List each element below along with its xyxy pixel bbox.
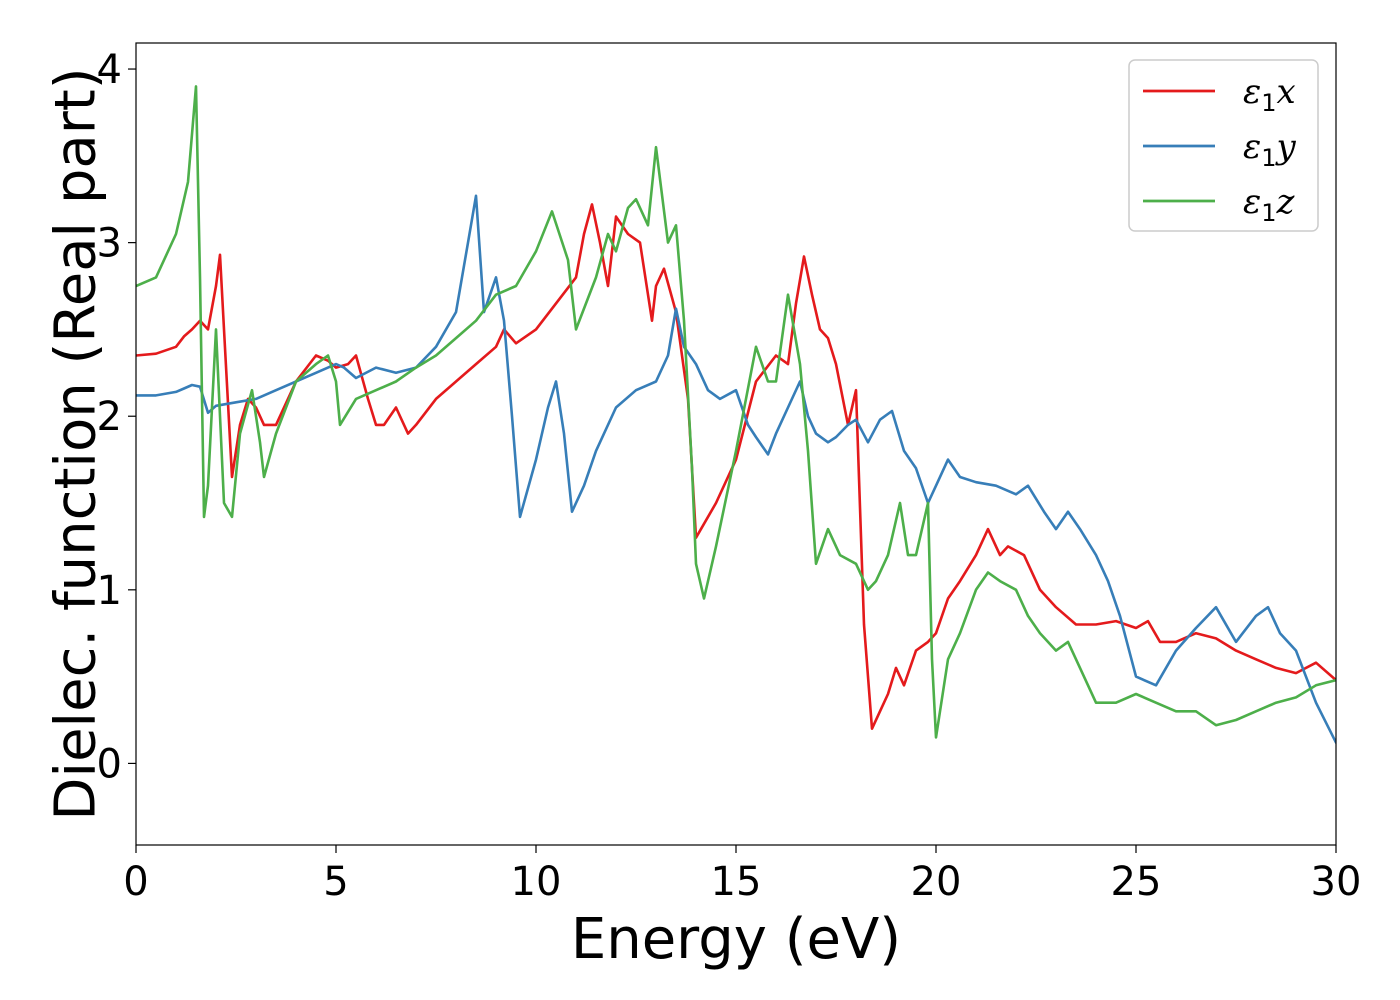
- x-tick-label: 15: [711, 859, 762, 905]
- legend-box: [1128, 59, 1319, 232]
- x-axis-ticks: 0 5 10 15 20 25 30: [123, 845, 1361, 905]
- legend-subscript: 1: [1261, 199, 1276, 227]
- legend-component: y: [1275, 127, 1297, 167]
- legend-symbol: ε: [1243, 182, 1261, 222]
- legend-entry-z: ε1z: [1243, 182, 1296, 227]
- x-tick-label: 25: [1111, 859, 1162, 905]
- y-tick-label: 4: [97, 47, 122, 93]
- x-tick-label: 10: [511, 859, 562, 905]
- legend-symbol: ε: [1243, 127, 1261, 167]
- legend-entry-y: ε1y: [1243, 127, 1297, 172]
- legend-component: x: [1277, 72, 1296, 112]
- y-tick-label: 1: [97, 568, 122, 614]
- series-line-y: [136, 194, 1336, 744]
- series-line-z: [136, 85, 1336, 739]
- x-tick-label: 0: [123, 859, 148, 905]
- y-tick-label: 2: [97, 394, 122, 440]
- legend-symbol: ε: [1243, 72, 1261, 112]
- y-tick-label: 3: [97, 221, 122, 267]
- x-tick-label: 30: [1311, 859, 1362, 905]
- legend-component: z: [1276, 182, 1296, 222]
- series-lines: [136, 85, 1336, 744]
- x-tick-label: 5: [323, 859, 348, 905]
- legend-subscript: 1: [1261, 144, 1276, 172]
- x-tick-label: 20: [911, 859, 962, 905]
- x-axis-label: Energy (eV): [571, 907, 901, 972]
- legend-subscript: 1: [1261, 89, 1276, 117]
- y-axis-ticks: 0 1 2 3 4: [97, 47, 136, 787]
- y-axis-label: Dielec. function (Real part): [44, 67, 109, 820]
- legend-entry-x: ε1x: [1243, 72, 1296, 117]
- y-tick-label: 0: [97, 741, 122, 787]
